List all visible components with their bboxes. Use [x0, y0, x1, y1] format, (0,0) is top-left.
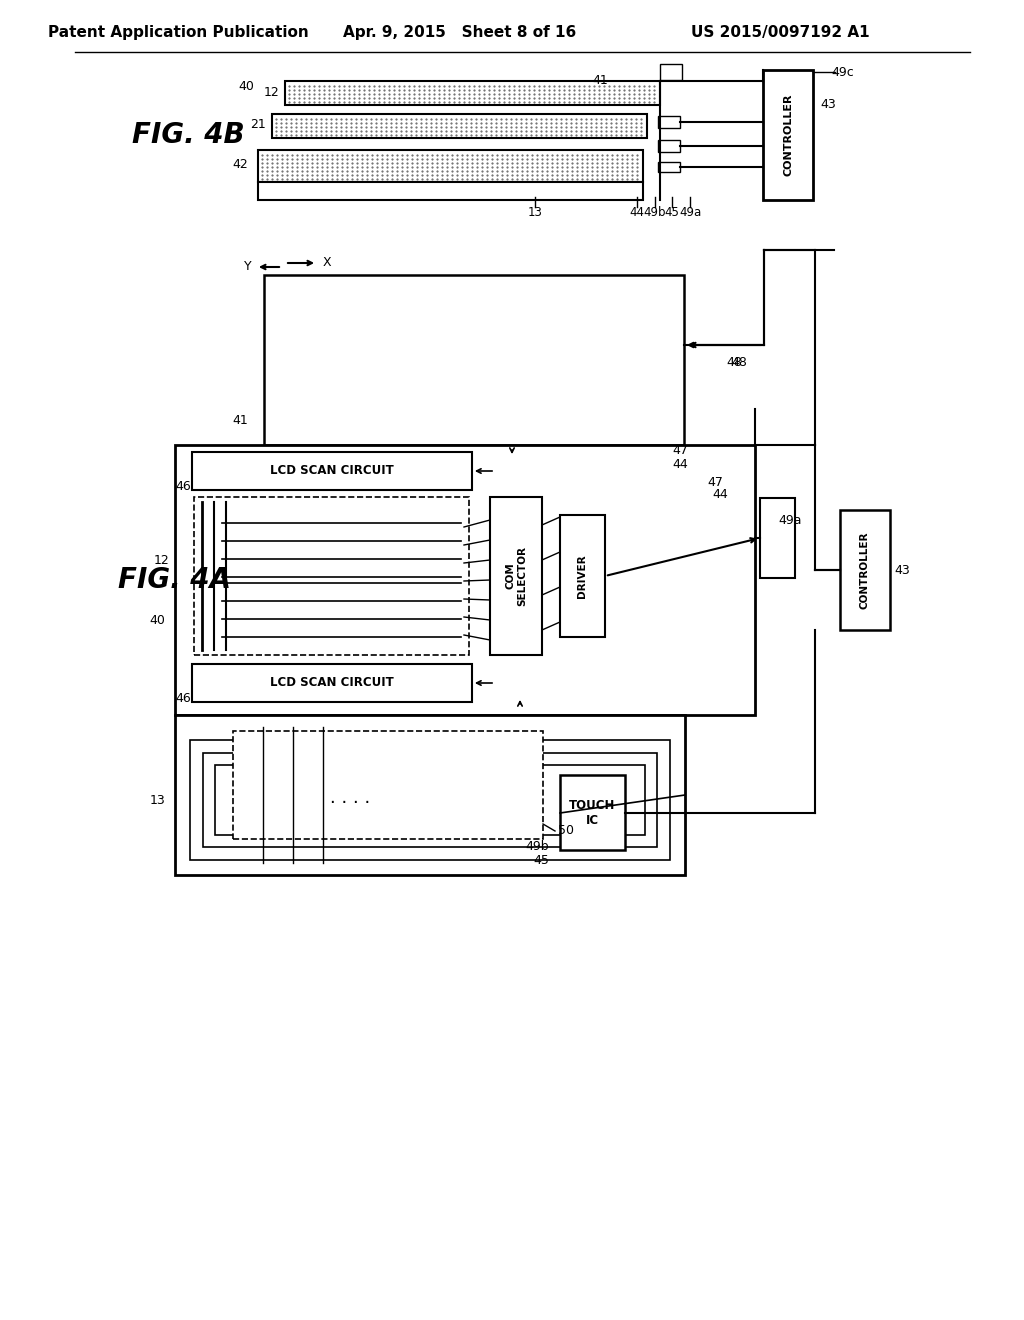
- Bar: [840, 510, 890, 630]
- Bar: [175, 445, 755, 715]
- Text: Apr. 9, 2015   Sheet 8 of 16: Apr. 9, 2015 Sheet 8 of 16: [343, 25, 577, 40]
- Text: 40: 40: [150, 614, 165, 627]
- Bar: [233, 731, 543, 840]
- Text: 43: 43: [894, 564, 910, 577]
- Bar: [490, 498, 542, 655]
- Bar: [560, 775, 625, 850]
- Text: FIG. 4A: FIG. 4A: [118, 566, 231, 594]
- Text: 48: 48: [731, 356, 746, 370]
- Bar: [258, 150, 643, 182]
- Bar: [203, 752, 657, 847]
- Text: 45: 45: [665, 206, 680, 219]
- Text: 49b: 49b: [644, 206, 667, 219]
- Text: 13: 13: [527, 206, 543, 219]
- Text: 44: 44: [630, 206, 644, 219]
- Text: 46: 46: [175, 693, 190, 705]
- Bar: [264, 275, 684, 445]
- Text: DRIVER: DRIVER: [577, 554, 587, 598]
- Text: LCD SCAN CIRCUIT: LCD SCAN CIRCUIT: [270, 465, 394, 478]
- Text: 12: 12: [264, 86, 280, 99]
- Text: Y: Y: [245, 260, 252, 273]
- Text: 49c: 49c: [831, 66, 854, 78]
- Text: 12: 12: [155, 553, 170, 566]
- Text: COM
SELECTOR: COM SELECTOR: [505, 546, 526, 606]
- Text: TOUCH
IC: TOUCH IC: [568, 799, 615, 828]
- Text: 43: 43: [820, 99, 836, 111]
- Text: FIG. 4B: FIG. 4B: [132, 121, 245, 149]
- Text: 47: 47: [672, 444, 688, 457]
- Text: 13: 13: [151, 793, 166, 807]
- Bar: [215, 766, 645, 836]
- Text: 44: 44: [672, 458, 688, 470]
- Bar: [658, 140, 680, 152]
- Bar: [285, 81, 660, 106]
- Text: . . . .: . . . .: [330, 789, 370, 807]
- Text: 48: 48: [726, 355, 742, 368]
- Bar: [760, 498, 795, 578]
- Text: 50: 50: [558, 825, 574, 837]
- Bar: [258, 182, 643, 201]
- Text: 49a: 49a: [778, 513, 802, 527]
- Text: 45: 45: [534, 854, 549, 866]
- Bar: [658, 162, 680, 172]
- Text: US 2015/0097192 A1: US 2015/0097192 A1: [690, 25, 869, 40]
- Bar: [190, 741, 670, 861]
- Bar: [194, 498, 469, 655]
- Text: 44: 44: [712, 488, 728, 502]
- Text: 49b: 49b: [525, 840, 549, 853]
- Text: 21: 21: [250, 117, 266, 131]
- Bar: [660, 63, 682, 81]
- Text: LCD SCAN CIRCUIT: LCD SCAN CIRCUIT: [270, 676, 394, 689]
- Text: 49a: 49a: [679, 206, 701, 219]
- Bar: [193, 451, 472, 490]
- Text: 46: 46: [175, 480, 190, 494]
- Text: X: X: [323, 256, 332, 269]
- Bar: [763, 70, 813, 201]
- Text: 41: 41: [232, 413, 248, 426]
- Text: 41: 41: [592, 74, 608, 87]
- Text: 47: 47: [707, 475, 723, 488]
- Bar: [658, 116, 680, 128]
- Bar: [175, 715, 685, 875]
- Text: 40: 40: [238, 81, 254, 94]
- Text: CONTROLLER: CONTROLLER: [860, 531, 870, 609]
- Text: Patent Application Publication: Patent Application Publication: [48, 25, 308, 40]
- Bar: [193, 664, 472, 702]
- Text: CONTROLLER: CONTROLLER: [783, 94, 793, 177]
- Bar: [560, 515, 605, 638]
- Bar: [272, 114, 647, 139]
- Text: 42: 42: [232, 158, 248, 172]
